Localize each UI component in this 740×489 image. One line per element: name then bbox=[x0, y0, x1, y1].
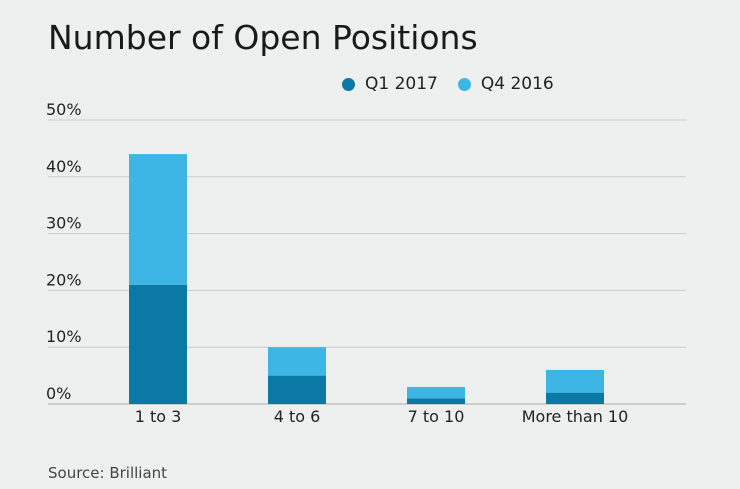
legend-dot-icon bbox=[342, 77, 355, 91]
y-tick-label: 10% bbox=[46, 327, 82, 346]
y-tick-label: 40% bbox=[46, 157, 82, 176]
x-category-label: 7 to 10 bbox=[408, 407, 465, 426]
x-category-label: 4 to 6 bbox=[274, 407, 321, 426]
bar-q4-2016 bbox=[129, 154, 187, 285]
legend-item-q4-2016: Q4 2016 bbox=[457, 74, 554, 94]
legend-item-q1-2017: Q1 2017 bbox=[342, 74, 438, 94]
chart-title: Number of Open Positions bbox=[48, 18, 478, 57]
bar-q4-2016 bbox=[546, 369, 604, 393]
legend-label: Q1 2017 bbox=[365, 74, 438, 94]
bar-q1-2017 bbox=[546, 392, 604, 404]
bar-q1-2017 bbox=[129, 284, 187, 404]
y-tick-label: 20% bbox=[46, 270, 82, 289]
x-category-label: 1 to 3 bbox=[135, 407, 182, 426]
bar-q1-2017 bbox=[407, 398, 465, 404]
bar-q1-2017 bbox=[268, 375, 326, 404]
bar-q4-2016 bbox=[407, 386, 465, 399]
y-tick-label: 0% bbox=[46, 384, 71, 403]
source-note: Source: Brilliant bbox=[48, 464, 168, 482]
legend-dot-icon bbox=[457, 77, 471, 91]
chart-legend: Q1 2017 Q4 2016 bbox=[342, 74, 574, 94]
y-tick-label: 30% bbox=[46, 214, 82, 233]
y-tick-label: 50% bbox=[46, 100, 82, 119]
x-category-label: More than 10 bbox=[522, 407, 629, 426]
legend-label: Q4 2016 bbox=[480, 74, 554, 94]
bar-q4-2016 bbox=[268, 347, 326, 376]
